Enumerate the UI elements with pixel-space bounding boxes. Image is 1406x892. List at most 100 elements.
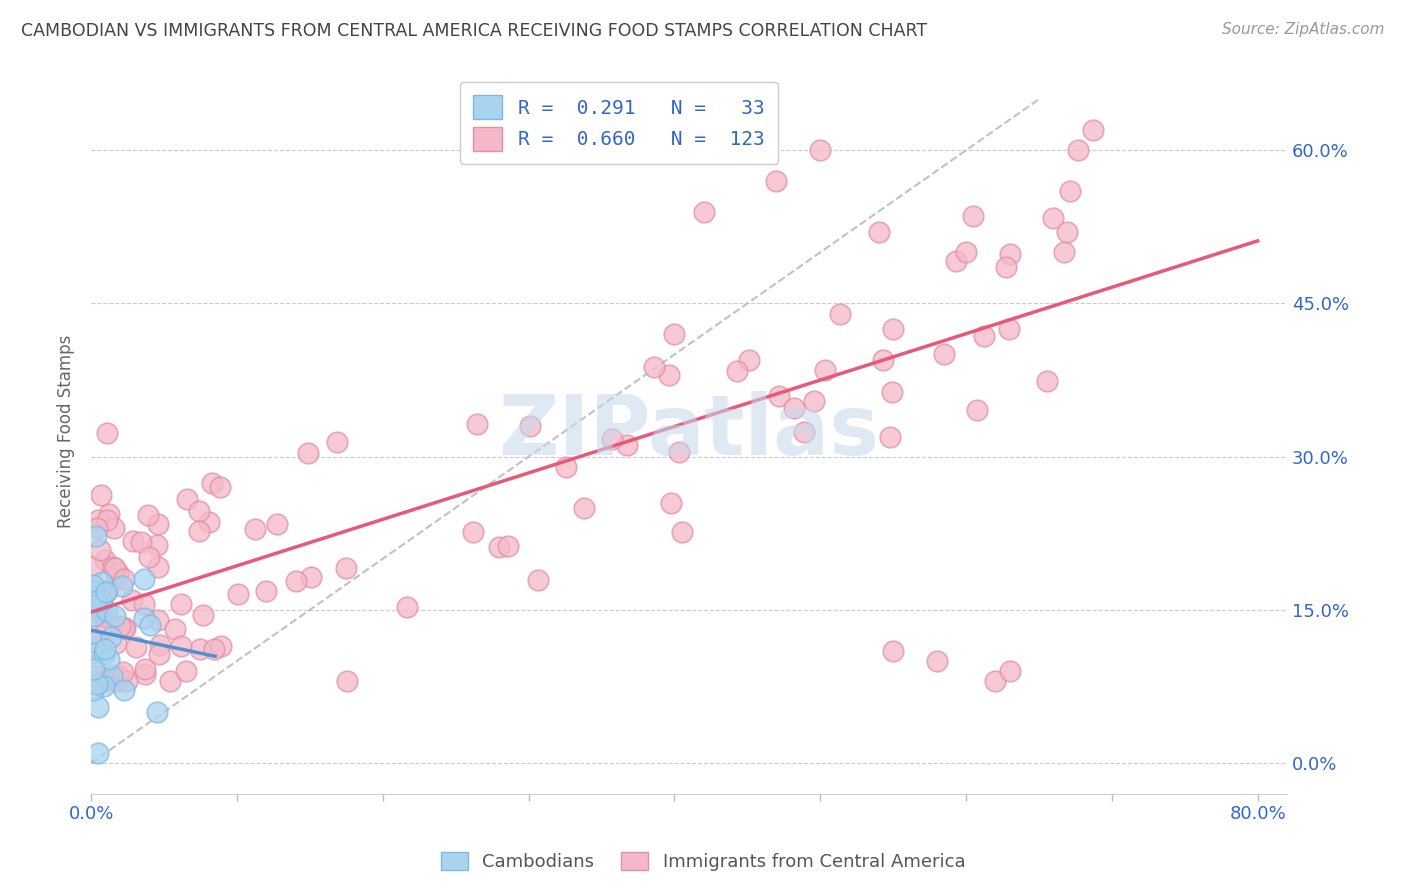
Text: CAMBODIAN VS IMMIGRANTS FROM CENTRAL AMERICA RECEIVING FOOD STAMPS CORRELATION C: CAMBODIAN VS IMMIGRANTS FROM CENTRAL AME… xyxy=(21,22,927,40)
Point xyxy=(868,225,890,239)
Point xyxy=(87,605,110,619)
Point xyxy=(995,260,1018,274)
Point xyxy=(84,669,107,683)
Point xyxy=(297,446,319,460)
Point xyxy=(94,642,117,657)
Point xyxy=(104,609,127,624)
Point xyxy=(725,364,748,378)
Point xyxy=(87,513,110,527)
Point xyxy=(201,475,224,490)
Point xyxy=(1066,143,1088,157)
Point xyxy=(104,561,127,575)
Point xyxy=(124,640,146,654)
Point xyxy=(94,674,117,689)
Point xyxy=(132,572,155,586)
Point xyxy=(188,504,211,518)
Point xyxy=(132,611,155,625)
Point xyxy=(519,419,541,434)
Point xyxy=(738,352,761,367)
Point xyxy=(498,540,520,554)
Point xyxy=(138,618,160,632)
Point xyxy=(93,584,115,599)
Point xyxy=(82,577,104,591)
Point xyxy=(998,247,1021,261)
Point xyxy=(87,700,110,714)
Point xyxy=(83,674,105,689)
Point xyxy=(82,682,104,697)
Y-axis label: Receiving Food Stamps: Receiving Food Stamps xyxy=(58,334,75,528)
Point xyxy=(108,618,131,632)
Point xyxy=(86,591,108,606)
Point xyxy=(89,543,111,558)
Point xyxy=(193,607,215,622)
Point xyxy=(879,430,901,444)
Point xyxy=(335,560,357,574)
Point xyxy=(96,583,118,598)
Point xyxy=(94,584,117,599)
Point xyxy=(572,501,595,516)
Point xyxy=(105,636,128,650)
Point xyxy=(146,559,169,574)
Point xyxy=(101,559,124,574)
Point xyxy=(488,540,510,554)
Point xyxy=(1081,123,1104,137)
Point xyxy=(121,592,143,607)
Point xyxy=(82,589,104,603)
Point xyxy=(254,584,277,599)
Point xyxy=(176,664,198,678)
Point xyxy=(803,394,825,409)
Point xyxy=(188,642,211,657)
Point xyxy=(526,573,548,587)
Point xyxy=(266,516,288,531)
Point xyxy=(208,480,231,494)
Point xyxy=(146,613,169,627)
Point xyxy=(134,662,156,676)
Point xyxy=(105,571,128,585)
Point xyxy=(87,746,110,760)
Point xyxy=(768,389,790,403)
Point xyxy=(159,674,181,689)
Point xyxy=(96,426,118,441)
Point xyxy=(122,533,145,548)
Point xyxy=(882,322,904,336)
Point xyxy=(138,550,160,565)
Point xyxy=(284,574,307,588)
Point xyxy=(555,459,578,474)
Point xyxy=(90,592,112,607)
Point xyxy=(245,522,267,536)
Point xyxy=(94,609,117,624)
Point xyxy=(91,575,114,590)
Point xyxy=(973,328,995,343)
Point xyxy=(692,204,714,219)
Point xyxy=(793,425,815,439)
Point xyxy=(643,359,665,374)
Point xyxy=(783,401,806,416)
Point xyxy=(110,578,132,592)
Point xyxy=(326,435,349,450)
Point xyxy=(82,560,104,574)
Point xyxy=(880,385,903,400)
Point xyxy=(299,570,322,584)
Point xyxy=(616,438,638,452)
Point xyxy=(176,491,198,506)
Point xyxy=(82,634,104,648)
Point xyxy=(86,520,108,534)
Point xyxy=(86,529,108,543)
Point xyxy=(668,445,690,459)
Point xyxy=(998,322,1021,336)
Point xyxy=(1053,245,1076,260)
Point xyxy=(925,654,948,668)
Point xyxy=(100,630,122,644)
Point xyxy=(96,513,118,527)
Point xyxy=(112,682,135,697)
Point xyxy=(1059,184,1081,198)
Point xyxy=(89,599,111,614)
Point xyxy=(602,432,624,446)
Point xyxy=(998,664,1021,678)
Point xyxy=(93,674,115,689)
Point xyxy=(82,597,104,611)
Point xyxy=(134,667,156,681)
Text: Source: ZipAtlas.com: Source: ZipAtlas.com xyxy=(1222,22,1385,37)
Point xyxy=(83,609,105,624)
Point xyxy=(658,368,681,383)
